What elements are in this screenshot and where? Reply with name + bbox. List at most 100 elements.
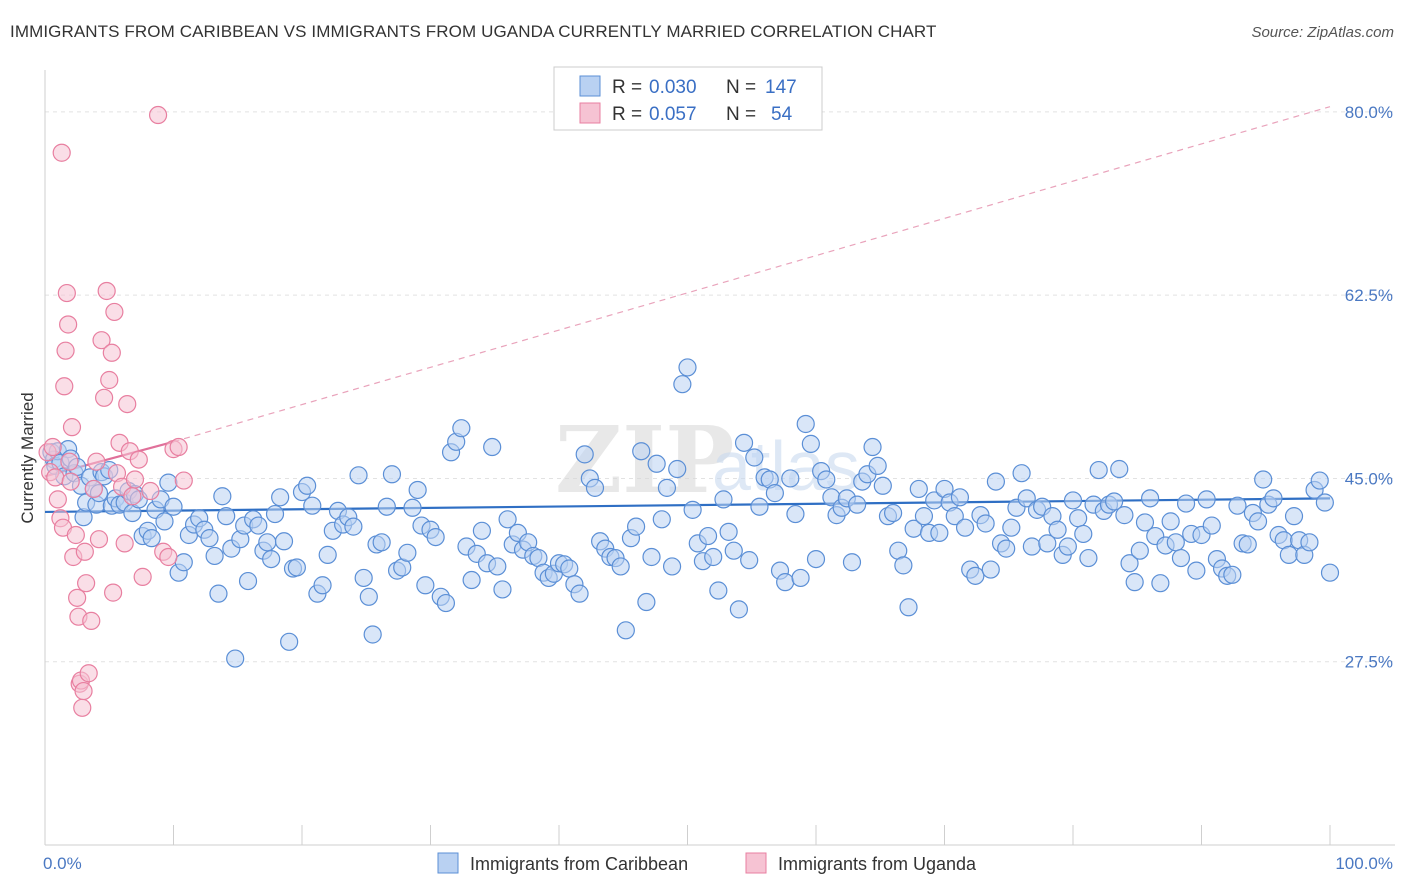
caribbean-point-130 — [632, 442, 651, 461]
caribbean-point-161 — [791, 568, 810, 588]
caribbean-point-185 — [914, 507, 934, 526]
caribbean-point-84 — [398, 543, 417, 562]
caribbean-point-229 — [1140, 489, 1160, 508]
y-axis-label: Currently Married — [18, 392, 37, 523]
caribbean-point-211 — [1048, 520, 1067, 539]
uganda-point-51 — [129, 450, 148, 469]
caribbean-point-226 — [1125, 573, 1144, 592]
y-tick-labels: 27.5% 45.0% 62.5% 80.0% — [1345, 103, 1393, 672]
caribbean-point-231 — [1151, 574, 1170, 593]
caribbean-point-147 — [719, 522, 738, 541]
uganda-point-38 — [115, 534, 134, 553]
caribbean-point-119 — [575, 445, 594, 464]
caribbean-point-263 — [1315, 493, 1334, 512]
uganda-point-32 — [100, 370, 119, 390]
caribbean-point-102 — [488, 557, 507, 576]
top-legend: R = 0.030 N = 147 R = 0.057 N = 54 — [553, 66, 823, 131]
caribbean-point-215 — [1069, 509, 1088, 528]
caribbean-point-88 — [416, 576, 435, 595]
caribbean-point-81 — [382, 465, 402, 484]
uganda-point-10 — [59, 315, 78, 334]
caribbean-point-158 — [776, 573, 795, 592]
caribbean-point-95 — [452, 419, 471, 438]
caribbean-point-44 — [209, 584, 228, 603]
uganda-point-25 — [82, 611, 101, 630]
trend-line-uganda-extension — [173, 106, 1331, 443]
uganda-point-48 — [169, 437, 188, 457]
caribbean-point-193 — [955, 518, 975, 537]
caribbean-point-195 — [966, 566, 985, 585]
uganda-point-50 — [123, 487, 142, 506]
caribbean-point-205 — [1017, 489, 1036, 508]
uganda-point-41 — [125, 470, 145, 489]
caribbean-point-76 — [359, 587, 378, 606]
caribbean-point-164 — [806, 549, 826, 569]
caribbean-point-162 — [796, 414, 815, 434]
caribbean-point-53 — [249, 516, 268, 535]
caribbean-point-238 — [1187, 561, 1206, 580]
uganda-point-15 — [66, 525, 85, 545]
y-tick-label-0: 27.5% — [1345, 653, 1393, 672]
uganda-point-53 — [52, 143, 71, 162]
caribbean-point-166 — [817, 470, 836, 489]
caribbean-point-251 — [1254, 470, 1273, 489]
caribbean-point-248 — [1238, 535, 1257, 554]
caribbean-point-134 — [652, 510, 671, 529]
caribbean-point-233 — [1161, 512, 1180, 531]
caribbean-point-228 — [1135, 513, 1155, 532]
uganda-point-22 — [75, 542, 94, 561]
legend-n-value-2: 54 — [771, 104, 793, 125]
caribbean-point-56 — [262, 549, 281, 569]
caribbean-point-213 — [1058, 537, 1077, 556]
caribbean-point-241 — [1202, 516, 1221, 535]
caribbean-point-131 — [637, 592, 656, 612]
uganda-point-49 — [174, 471, 193, 490]
caribbean-point-59 — [274, 532, 294, 551]
caribbean-point-245 — [1223, 565, 1242, 584]
uganda-point-4 — [48, 490, 67, 509]
caribbean-point-55 — [258, 533, 277, 552]
caribbean-point-223 — [1110, 459, 1129, 479]
caribbean-point-116 — [560, 559, 579, 578]
caribbean-point-73 — [344, 517, 363, 536]
legend-n-label-1: N = — [726, 77, 756, 98]
caribbean-point-191 — [945, 507, 964, 526]
uganda-point-3 — [46, 468, 65, 487]
uganda-point-8 — [56, 341, 75, 360]
uganda-point-44 — [148, 105, 168, 125]
caribbean-point-75 — [354, 568, 373, 588]
caribbean-point-126 — [611, 557, 630, 576]
bottom-legend-swatch-caribbean — [437, 852, 459, 874]
caribbean-point-42 — [200, 529, 219, 548]
caribbean-point-176 — [868, 456, 887, 475]
uganda-point-52 — [104, 583, 123, 602]
uganda-point-20 — [73, 698, 92, 717]
uganda-point-9 — [57, 283, 76, 303]
caribbean-point-79 — [372, 533, 391, 552]
legend-swatch-caribbean — [579, 75, 601, 97]
y-tick-label-2: 62.5% — [1345, 286, 1393, 305]
caribbean-point-37 — [174, 553, 193, 572]
x-tick-label-0: 0.0% — [43, 854, 82, 873]
uganda-point-29 — [92, 331, 111, 350]
bottom-legend-label-uganda: Immigrants from Uganda — [778, 854, 977, 874]
caribbean-point-68 — [318, 545, 337, 564]
caribbean-point-151 — [740, 551, 759, 570]
caribbean-point-133 — [647, 454, 666, 473]
caribbean-point-34 — [159, 473, 178, 492]
caribbean-point-65 — [303, 496, 322, 515]
uganda-point-33 — [102, 343, 121, 362]
caribbean-point-46 — [217, 507, 236, 526]
uganda-point-34 — [105, 302, 124, 322]
uganda-point-27 — [87, 452, 106, 471]
caribbean-point-202 — [1002, 518, 1021, 537]
uganda-point-43 — [141, 481, 160, 501]
legend-n-label-2: N = — [726, 104, 756, 125]
uganda-point-26 — [84, 479, 103, 499]
caribbean-point-182 — [899, 598, 918, 617]
caribbean-point-264 — [1320, 563, 1340, 582]
bottom-legend-swatch-uganda — [745, 852, 767, 874]
caribbean-point-219 — [1089, 460, 1108, 480]
caribbean-point-262 — [1310, 471, 1329, 490]
caribbean-point-58 — [271, 488, 290, 507]
